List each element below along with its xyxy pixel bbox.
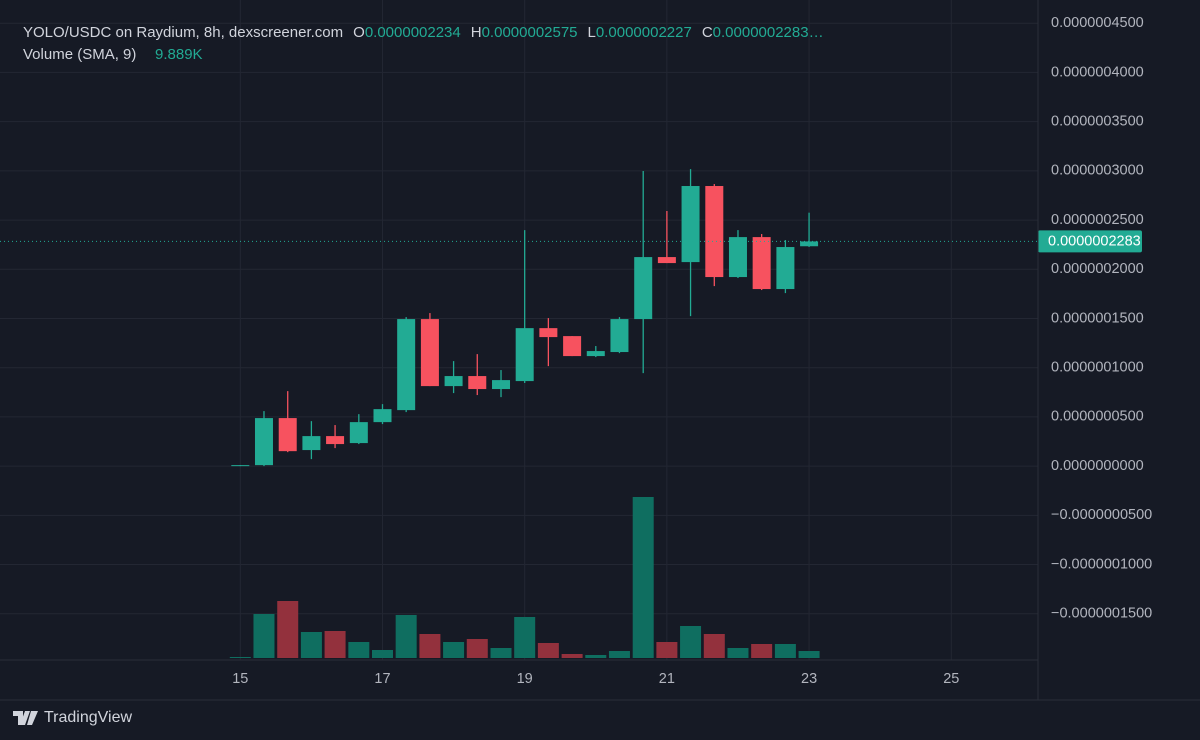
volume-title: Volume (SMA, 9) (23, 46, 136, 63)
volume-bar (490, 648, 512, 658)
x-tick-label: 17 (374, 671, 390, 687)
volume-bar (680, 626, 702, 658)
candle-body (302, 436, 321, 451)
volume-bar (608, 651, 630, 658)
candle-body (444, 376, 463, 387)
volume-bar (229, 657, 251, 658)
last-price-tag (1038, 230, 1142, 253)
candle-body (728, 237, 747, 278)
x-tick-label: 21 (659, 671, 675, 687)
y-tick-label: 0.0000003000 (1051, 163, 1144, 179)
volume-bar (395, 615, 417, 658)
legend-key: L (588, 24, 596, 41)
legend-key: O (353, 24, 365, 41)
candle-body (397, 319, 416, 411)
volume-bar (419, 634, 441, 658)
brand: TradingView (44, 709, 132, 726)
candle-body (681, 186, 700, 263)
brand-logo (13, 711, 38, 725)
volume-bar (727, 648, 749, 658)
y-tick-label: 0.0000004000 (1051, 64, 1144, 80)
y-tick-label: 0.0000000500 (1051, 409, 1144, 425)
candle-body (492, 380, 511, 390)
volume-bar (774, 644, 796, 658)
legend-key: C (702, 24, 713, 41)
x-tick-label: 15 (232, 671, 248, 687)
candle-body (515, 328, 534, 382)
chart-title: YOLO/USDC on Raydium, 8h, dexscreener.co… (23, 24, 343, 41)
volume-bar (798, 651, 820, 658)
legend-key: H (471, 24, 482, 41)
y-tick-label: −0.0000001000 (1051, 556, 1152, 572)
y-tick-label: 0.0000002500 (1051, 212, 1144, 228)
y-tick-label: 0.0000001500 (1051, 310, 1144, 326)
y-tick-label: 0.0000000000 (1051, 458, 1144, 474)
candle-body (420, 319, 439, 387)
candle-body (634, 257, 653, 320)
volume-bar (585, 655, 607, 658)
candle-body (705, 186, 724, 278)
volume-bar (300, 632, 322, 658)
volume-bar (466, 639, 488, 658)
candle-body (563, 336, 582, 357)
candle-body (278, 418, 297, 452)
volume-bar (514, 617, 536, 658)
volume-bar (371, 650, 393, 658)
volume-bar (443, 642, 465, 658)
volume-bar (703, 634, 725, 658)
x-tick-label: 23 (801, 671, 817, 687)
x-tick-label: 25 (943, 671, 959, 687)
candle-body (349, 422, 368, 444)
y-tick-label: 0.0000001000 (1051, 360, 1144, 376)
legend-value: 0.0000002234 (365, 24, 461, 41)
candle-body (800, 241, 819, 247)
legend-value: 0.0000002227 (596, 24, 692, 41)
candle-body (776, 247, 795, 290)
candle-body (231, 465, 250, 467)
volume-bar (277, 601, 299, 658)
volume-sma: 9.889K (155, 46, 203, 63)
volume-bar (751, 644, 773, 658)
volume-bar (324, 631, 346, 658)
legend-value: 0.0000002283… (713, 24, 824, 41)
volume-bar (656, 642, 678, 658)
y-tick-label: 0.0000002000 (1051, 261, 1144, 277)
last-price-label: 0.0000002283 (1048, 233, 1141, 249)
y-tick-label: 0.0000003500 (1051, 113, 1144, 129)
candle-body (539, 328, 558, 338)
candle-body (326, 436, 345, 445)
candle-body (610, 319, 629, 353)
volume-bar (632, 497, 654, 658)
candle-body (752, 237, 771, 290)
legend-value: 0.0000002575 (482, 24, 578, 41)
y-tick-label: 0.0000004500 (1051, 15, 1144, 31)
volume-bar (348, 642, 370, 658)
candle-body (254, 418, 273, 466)
y-tick-label: −0.0000000500 (1051, 507, 1152, 523)
volume-bar (537, 643, 559, 658)
volume-bar (253, 614, 275, 658)
y-tick-label: −0.0000001500 (1051, 606, 1152, 622)
candle-body (657, 257, 676, 264)
candle-body (468, 376, 487, 390)
volume-bar (561, 654, 583, 658)
candle-body (586, 351, 605, 357)
x-tick-label: 19 (517, 671, 533, 687)
candle-body (373, 409, 392, 423)
